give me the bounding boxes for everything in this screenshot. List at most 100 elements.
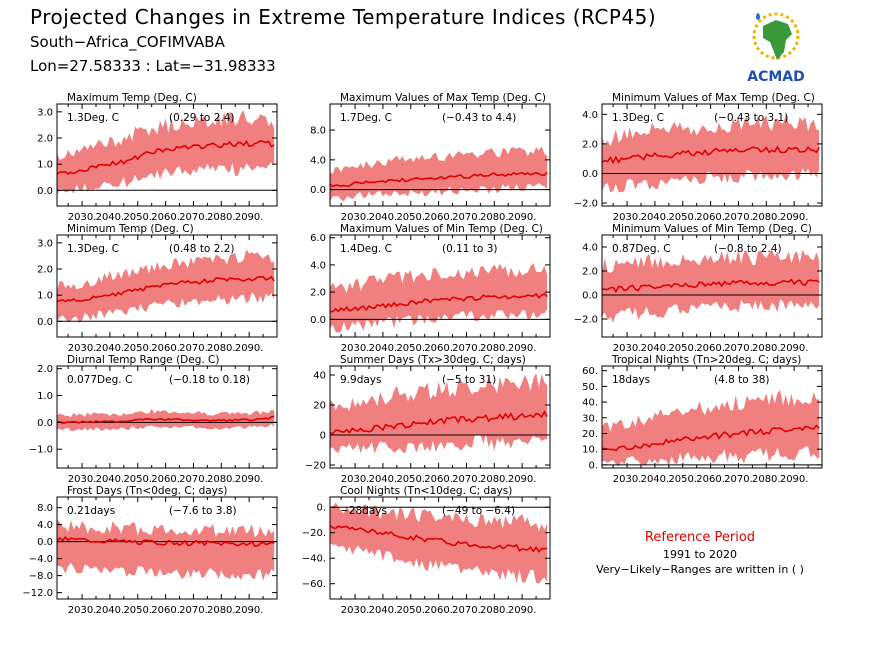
x-tick-label: 2030. xyxy=(68,605,97,616)
x-tick-label: 2070. xyxy=(452,212,481,223)
y-tick-label: 3.0 xyxy=(37,107,53,118)
x-tick-label: 2040. xyxy=(96,343,125,354)
y-tick-label: 20. xyxy=(582,429,598,440)
x-tick-label: 2090. xyxy=(508,605,537,616)
x-tick-label: 2030. xyxy=(613,343,642,354)
likely-range: (−0.43 to 3.1) xyxy=(714,112,788,124)
chart-panel-9: 2030. 2040. 2050. 2060. 2070. 2080. 2090. 0. 10.… xyxy=(582,354,823,485)
x-tick-label: 2090. xyxy=(508,343,537,354)
x-tick-label: 2060. xyxy=(151,343,180,354)
median-line xyxy=(56,275,275,303)
likely-range: (−0.18 to 0.18) xyxy=(169,374,250,386)
x-tick-label: 2030. xyxy=(341,605,370,616)
chart-panel-4: 2030. 2040. 2050. 2060. 2070. 2080. 2090. 0.0 1.… xyxy=(37,223,278,354)
x-tick-label: 2080. xyxy=(207,212,236,223)
y-tick-label: 60. xyxy=(582,366,598,377)
y-tick-label: −20 xyxy=(305,461,326,472)
y-tick-label: 4.0 xyxy=(582,110,598,121)
chart-panel-10: 2030. 2040. 2050. 2060. 2070. 2080. 2090. −12.0… xyxy=(22,485,278,616)
x-tick-label: 2090. xyxy=(235,212,264,223)
x-tick-label: 2040. xyxy=(96,605,125,616)
x-tick-label: 2070. xyxy=(724,343,753,354)
x-tick-label: 2050. xyxy=(396,605,425,616)
location-name: South−Africa_COFIMVABA xyxy=(30,33,225,51)
chart-panel-8: 2030. 2040. 2050. 2060. 2070. 2080. 2090. −20 0 2… xyxy=(305,354,551,485)
y-tick-label: 6.0 xyxy=(310,233,326,244)
likely-range-band xyxy=(330,502,548,584)
x-tick-label: 2090. xyxy=(235,474,264,485)
x-tick-label: 2040. xyxy=(641,343,670,354)
plot-frame xyxy=(329,365,551,469)
y-tick-label: 20 xyxy=(313,401,326,412)
y-tick-label: −2.0 xyxy=(574,199,598,210)
y-tick-label: 4.0 xyxy=(37,520,53,531)
chart-panel-5: 2030. 2040. 2050. 2060. 2070. 2080. 2090. 0.0 2.… xyxy=(310,223,551,354)
likely-range: (0.11 to 3) xyxy=(442,243,497,255)
x-tick-label: 2080. xyxy=(207,474,236,485)
change-summary: −28days xyxy=(340,505,387,517)
x-tick-label: 2090. xyxy=(235,343,264,354)
likely-range: (4.8 to 38) xyxy=(714,374,769,386)
x-tick-label: 2060. xyxy=(151,212,180,223)
y-tick-label: 30. xyxy=(582,413,598,424)
x-tick-label: 2060. xyxy=(424,474,453,485)
plot-frame xyxy=(601,234,823,338)
chart-panel-3: 2030. 2040. 2050. 2060. 2070. 2080. 2090. −2.0 0… xyxy=(574,92,823,223)
x-tick-label: 2050. xyxy=(123,343,152,354)
y-tick-label: 0.0 xyxy=(582,291,598,302)
y-tick-label: 2.0 xyxy=(37,134,53,145)
y-tick-label: −4.0 xyxy=(29,554,53,565)
logo-text: ACMAD xyxy=(747,69,805,85)
x-tick-label: 2030. xyxy=(68,343,97,354)
chart-title: Maximum Values of Min Temp (Deg. C) xyxy=(340,223,543,235)
likely-range-band xyxy=(57,519,275,581)
chart-title: Tropical Nights (Tn>20deg. C; days) xyxy=(611,354,801,366)
x-tick-label: 2080. xyxy=(207,605,236,616)
likely-range: (−0.43 to 4.4) xyxy=(442,112,516,124)
x-tick-label: 2040. xyxy=(641,474,670,485)
plot-frame xyxy=(329,103,551,207)
y-tick-label: 8.0 xyxy=(310,126,326,137)
x-tick-label: 2040. xyxy=(96,474,125,485)
y-tick-label: 0.0 xyxy=(37,317,53,328)
y-tick-label: 2.0 xyxy=(582,267,598,278)
likely-range-band xyxy=(57,249,275,323)
change-summary: 1.3Deg. C xyxy=(612,112,664,124)
reference-title: Reference Period xyxy=(644,530,756,545)
y-tick-label: −40. xyxy=(302,554,326,565)
y-tick-label: 8.0 xyxy=(37,503,53,514)
x-tick-label: 2060. xyxy=(696,343,725,354)
y-tick-label: −20. xyxy=(302,528,326,539)
x-tick-label: 2030. xyxy=(341,343,370,354)
y-tick-label: 1.0 xyxy=(37,160,53,171)
x-tick-label: 2030. xyxy=(68,474,97,485)
y-tick-label: 0.0 xyxy=(310,185,326,196)
x-tick-label: 2040. xyxy=(641,212,670,223)
x-tick-label: 2090. xyxy=(780,212,809,223)
change-summary: 1.4Deg. C xyxy=(340,243,392,255)
x-tick-label: 2080. xyxy=(752,474,781,485)
chart-title: Minimum Values of Min Temp (Deg. C) xyxy=(612,223,812,235)
median-line xyxy=(602,278,820,294)
x-tick-label: 2050. xyxy=(396,343,425,354)
change-summary: 18days xyxy=(612,374,650,386)
x-tick-label: 2030. xyxy=(613,474,642,485)
median-line xyxy=(56,415,275,424)
x-tick-label: 2080. xyxy=(752,212,781,223)
x-tick-label: 2090. xyxy=(508,212,537,223)
median-line xyxy=(601,424,820,452)
x-tick-label: 2080. xyxy=(480,212,509,223)
chart-title: Frost Days (Tn<0deg. C; days) xyxy=(67,485,227,497)
x-tick-label: 2070. xyxy=(724,474,753,485)
plot-frame xyxy=(601,103,823,207)
x-tick-label: 2060. xyxy=(424,343,453,354)
x-tick-label: 2060. xyxy=(424,605,453,616)
y-tick-label: 4.0 xyxy=(310,155,326,166)
reference-years: 1991 to 2020 xyxy=(662,548,738,561)
median-line xyxy=(329,171,548,188)
change-summary: 0.87Deg. C xyxy=(612,243,671,255)
chart-panel-6: 2030. 2040. 2050. 2060. 2070. 2080. 2090. −2.0 0… xyxy=(574,223,823,354)
plot-frame xyxy=(329,496,551,600)
plot-frame xyxy=(56,234,278,338)
